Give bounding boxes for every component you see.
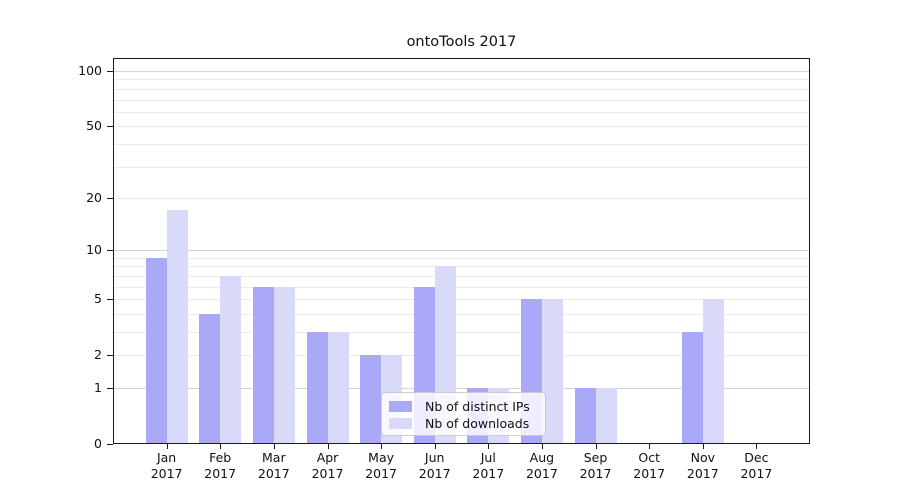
x-tick-month: May xyxy=(368,450,395,465)
x-tick-month: Jan xyxy=(156,450,177,465)
legend-label-distinct-ips: Nb of distinct IPs xyxy=(425,399,530,414)
x-tick-month: Feb xyxy=(209,450,232,465)
x-tick-month: Mar xyxy=(262,450,286,465)
x-tick-mar xyxy=(273,444,275,449)
x-tick-year: 2017 xyxy=(150,465,183,481)
legend-label-downloads: Nb of downloads xyxy=(425,416,530,431)
y-tick-label-2: 2 xyxy=(94,347,102,363)
y-tick-label-100: 100 xyxy=(78,63,102,78)
x-tick-year: 2017 xyxy=(257,465,290,481)
x-tick-year: 2017 xyxy=(579,465,612,481)
x-tick-label-jun: Jun 2017 xyxy=(403,450,467,481)
x-tick-label-apr: Apr 2017 xyxy=(296,450,360,481)
x-tick-jan xyxy=(166,444,168,449)
x-tick-month: Jun xyxy=(424,450,445,465)
x-tick-sep xyxy=(595,444,597,449)
x-tick-month: Dec xyxy=(744,450,769,465)
x-tick-year: 2017 xyxy=(525,465,558,481)
x-tick-jun xyxy=(434,444,436,449)
x-tick-label-sep: Sep 2017 xyxy=(564,450,628,481)
x-tick-label-feb: Feb 2017 xyxy=(188,450,252,481)
x-tick-feb xyxy=(220,444,222,449)
x-tick-month: Oct xyxy=(638,450,660,465)
y-tick-label-0: 0 xyxy=(94,436,102,451)
x-tick-month: Apr xyxy=(316,450,339,465)
x-tick-year: 2017 xyxy=(311,465,344,481)
x-tick-aug xyxy=(541,444,543,449)
legend-row-downloads: Nb of downloads xyxy=(389,415,537,432)
x-tick-month: Aug xyxy=(529,450,555,465)
x-tick-label-aug: Aug 2017 xyxy=(510,450,574,481)
x-tick-label-jan: Jan 2017 xyxy=(135,450,199,481)
x-tick-month: Jul xyxy=(480,450,496,465)
y-tick-label-5: 5 xyxy=(94,291,102,307)
x-tick-may xyxy=(381,444,383,449)
x-tick-month: Nov xyxy=(690,450,715,465)
y-tick-label-1: 1 xyxy=(94,380,102,395)
x-tick-year: 2017 xyxy=(633,465,666,481)
x-tick-year: 2017 xyxy=(740,465,773,481)
x-tick-year: 2017 xyxy=(204,465,237,481)
chart-title: ontoTools 2017 xyxy=(406,34,517,50)
legend: Nb of distinct IPs Nb of downloads xyxy=(381,392,546,436)
x-tick-nov xyxy=(702,444,704,449)
x-tick-jul xyxy=(488,444,490,449)
x-tick-label-dec: Dec 2017 xyxy=(724,450,788,481)
x-tick-dec xyxy=(756,444,758,449)
legend-row-distinct-ips: Nb of distinct IPs xyxy=(389,398,537,415)
x-tick-label-mar: Mar 2017 xyxy=(242,450,306,481)
y-tick-label-50: 50 xyxy=(86,118,102,134)
x-tick-oct xyxy=(649,444,651,449)
x-tick-label-jul: Jul 2017 xyxy=(456,450,520,481)
y-tick-0 xyxy=(107,444,113,445)
x-tick-year: 2017 xyxy=(686,465,719,481)
x-tick-year: 2017 xyxy=(418,465,451,481)
x-tick-year: 2017 xyxy=(472,465,505,481)
x-tick-label-may: May 2017 xyxy=(349,450,413,481)
plot-area xyxy=(113,58,810,444)
x-tick-label-nov: Nov 2017 xyxy=(671,450,735,481)
x-tick-label-oct: Oct 2017 xyxy=(617,450,681,481)
y-tick-label-10: 10 xyxy=(86,242,102,258)
x-tick-year: 2017 xyxy=(365,465,397,481)
y-tick-label-20: 20 xyxy=(86,189,102,205)
x-tick-month: Sep xyxy=(583,450,608,465)
x-tick-apr xyxy=(327,444,329,449)
legend-swatch-downloads xyxy=(389,418,412,429)
legend-swatch-distinct-ips xyxy=(389,401,412,412)
